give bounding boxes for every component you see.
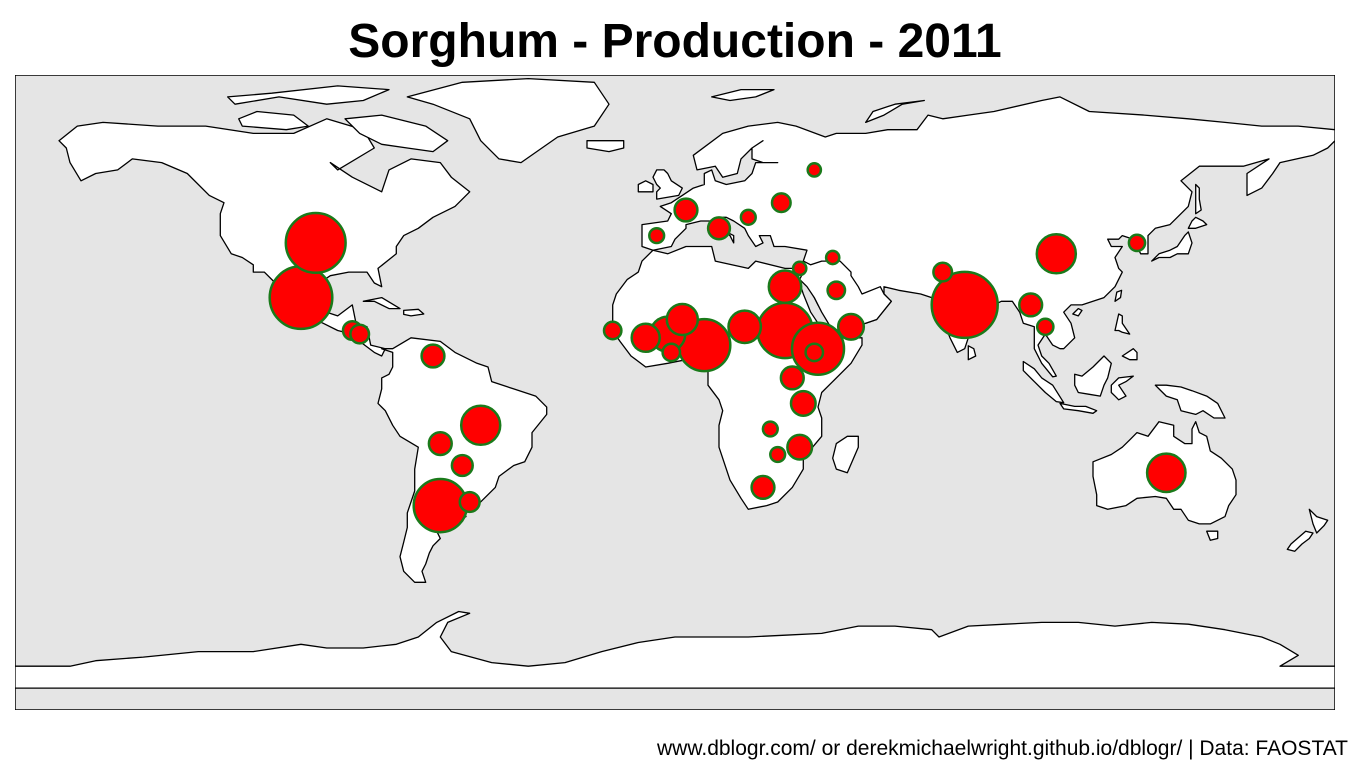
sakhalin (1195, 183, 1202, 215)
madagascar (832, 435, 859, 474)
production-bubble (824, 249, 841, 266)
cuba (362, 296, 401, 310)
world-map (15, 75, 1335, 710)
production-bubble (932, 261, 954, 283)
production-bubble (786, 433, 814, 461)
production-bubble (930, 270, 999, 340)
north-america (58, 118, 471, 357)
luzon (1114, 313, 1131, 335)
tasmania (1206, 530, 1219, 541)
baffin-island (344, 114, 449, 153)
new-guinea (1154, 384, 1226, 419)
production-bubble (661, 342, 682, 363)
sri-lanka (967, 345, 977, 361)
map-title: Sorghum - Production - 2011 (348, 15, 1002, 68)
production-bubble (761, 420, 779, 438)
production-bubble (284, 211, 347, 275)
production-bubble (779, 365, 805, 391)
production-bubble (767, 269, 803, 305)
production-bubble (602, 320, 623, 341)
hispaniola (403, 308, 425, 317)
japan-hokkaido (1187, 216, 1208, 229)
production-bubble (450, 453, 474, 478)
production-bubble (727, 309, 763, 345)
production-bubble (349, 323, 371, 345)
production-bubble (789, 389, 817, 417)
production-bubble (804, 342, 825, 363)
production-bubble (412, 477, 469, 534)
production-bubble (706, 216, 732, 241)
sulawesi (1110, 375, 1134, 401)
production-bubble (458, 490, 481, 514)
new-zealand-north (1308, 508, 1329, 534)
production-bubble (1145, 452, 1187, 494)
production-bubble (427, 430, 453, 457)
production-bubble (665, 302, 700, 337)
iceland (586, 140, 625, 153)
mindanao (1121, 348, 1138, 361)
production-bubble (826, 280, 847, 301)
production-bubble (1127, 233, 1147, 253)
arabia-overlay (799, 260, 892, 335)
production-bubble (750, 474, 776, 501)
java (1059, 402, 1098, 414)
production-bubble (648, 226, 666, 245)
production-bubble (630, 322, 661, 354)
production-bubble (739, 208, 757, 226)
great-britain (652, 169, 683, 200)
new-zealand-south (1286, 530, 1314, 552)
greenland (406, 77, 610, 164)
borneo (1074, 355, 1112, 397)
taiwan (1114, 289, 1123, 302)
production-bubble (806, 162, 823, 178)
ireland (637, 180, 654, 193)
japan-honshu (1151, 231, 1193, 262)
hainan (1072, 307, 1083, 317)
victoria-island (238, 110, 309, 131)
production-bubble (673, 197, 699, 223)
production-bubble (769, 445, 787, 464)
production-bubble (1035, 317, 1055, 337)
production-bubble (268, 265, 334, 331)
production-bubble (791, 260, 808, 277)
production-bubble (420, 343, 446, 369)
svalbard (711, 88, 775, 102)
novaya-zemlya (865, 99, 925, 124)
sumatra (1022, 360, 1065, 404)
production-bubble (836, 312, 866, 341)
production-bubble (1035, 233, 1078, 275)
bubble-layer (268, 162, 1187, 534)
production-bubble (1018, 292, 1044, 318)
antarctica (15, 610, 1335, 689)
arctic-islands (227, 85, 390, 105)
source-caption: www.dblogr.com/ or derekmichaelwright.gi… (657, 737, 1348, 760)
production-bubble (770, 192, 792, 214)
production-bubble (459, 404, 502, 447)
